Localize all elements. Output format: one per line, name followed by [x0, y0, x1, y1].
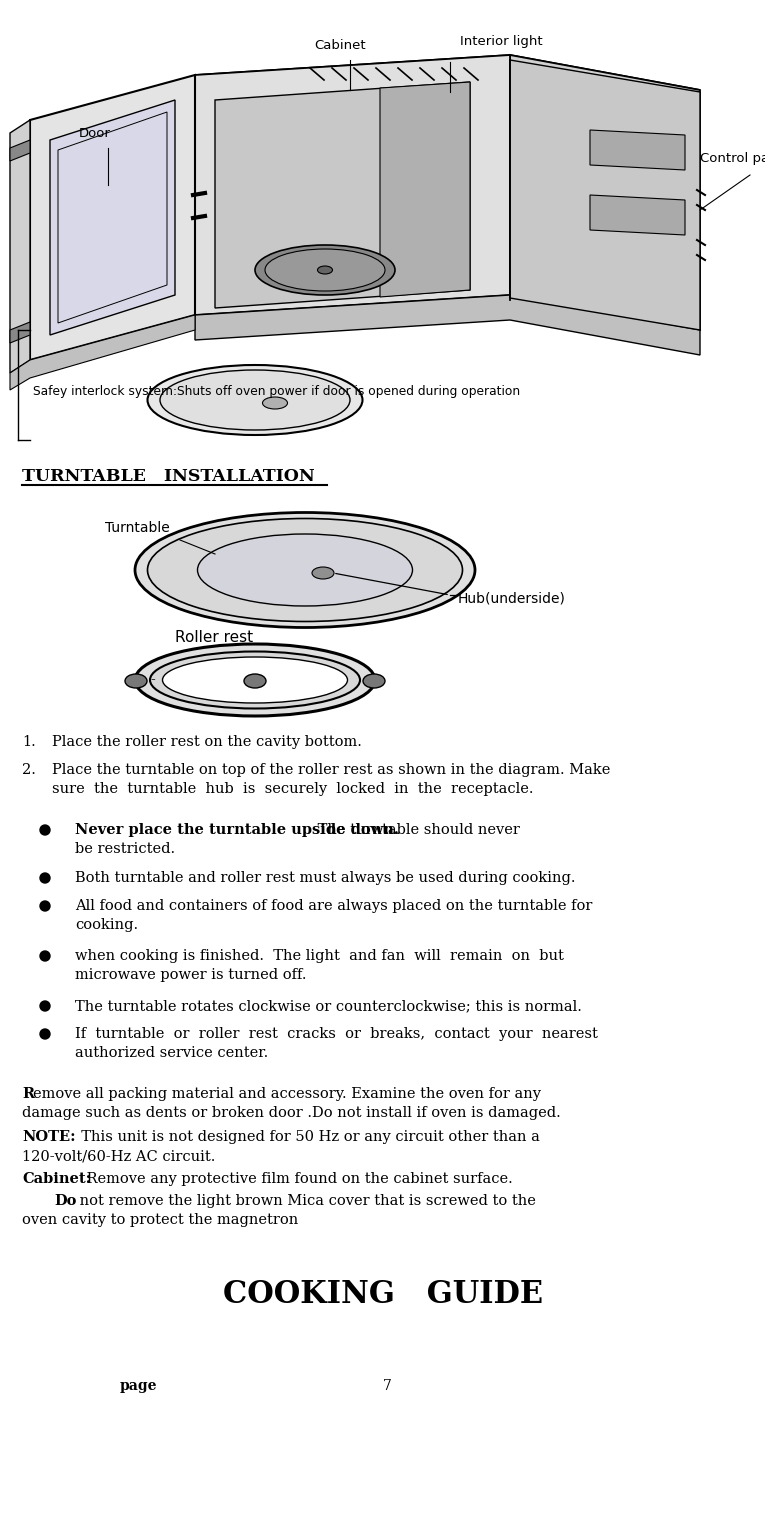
Text: Remove any protective film found on the cabinet surface.: Remove any protective film found on the … [82, 1173, 513, 1187]
Text: Interior light: Interior light [460, 35, 542, 48]
Polygon shape [215, 81, 470, 309]
Text: Safey interlock system:Shuts off oven power if door is opened during operation: Safey interlock system:Shuts off oven po… [33, 385, 520, 398]
Ellipse shape [244, 674, 266, 688]
Ellipse shape [255, 246, 395, 295]
Text: This unit is not designed for 50 Hz or any circuit other than a: This unit is not designed for 50 Hz or a… [72, 1130, 540, 1144]
Text: Hub(underside): Hub(underside) [458, 591, 566, 605]
Text: Door: Door [79, 127, 111, 140]
Text: damage such as dents or broken door .Do not install if oven is damaged.: damage such as dents or broken door .Do … [22, 1107, 561, 1121]
Ellipse shape [162, 657, 347, 703]
Polygon shape [10, 315, 195, 390]
Circle shape [40, 1001, 50, 1012]
Polygon shape [195, 295, 700, 355]
Polygon shape [195, 55, 510, 315]
Ellipse shape [135, 513, 475, 628]
Polygon shape [590, 130, 685, 170]
Polygon shape [380, 81, 470, 296]
Polygon shape [590, 195, 685, 235]
Circle shape [40, 901, 50, 910]
Text: Place the turntable on top of the roller rest as shown in the diagram. Make: Place the turntable on top of the roller… [52, 763, 610, 777]
Polygon shape [10, 120, 30, 373]
Text: Do: Do [54, 1194, 76, 1208]
Text: oven cavity to protect the magnetron: oven cavity to protect the magnetron [22, 1213, 298, 1226]
Text: Never place the turntable upside down.: Never place the turntable upside down. [75, 823, 399, 837]
Ellipse shape [262, 398, 288, 408]
Circle shape [40, 873, 50, 883]
Text: 7: 7 [383, 1378, 392, 1392]
Text: Turntable: Turntable [106, 520, 170, 536]
Text: Cabinet:: Cabinet: [22, 1173, 91, 1187]
Text: page: page [120, 1378, 158, 1392]
Circle shape [40, 1028, 50, 1039]
Ellipse shape [363, 674, 385, 688]
Text: Both turntable and roller rest must always be used during cooking.: Both turntable and roller rest must alwa… [75, 870, 575, 886]
Text: COOKING   GUIDE: COOKING GUIDE [223, 1279, 543, 1309]
Text: -: - [150, 672, 155, 688]
Text: Cabinet: Cabinet [314, 38, 366, 52]
Text: be restricted.: be restricted. [75, 843, 175, 857]
Polygon shape [10, 140, 30, 161]
Text: All food and containers of food are always placed on the turntable for: All food and containers of food are alwa… [75, 900, 592, 913]
Text: R: R [22, 1087, 34, 1101]
Polygon shape [510, 60, 700, 330]
Ellipse shape [265, 249, 385, 292]
Polygon shape [195, 55, 700, 115]
Text: The turntable should never: The turntable should never [313, 823, 520, 837]
Polygon shape [50, 100, 175, 335]
Text: Place the roller rest on the cavity bottom.: Place the roller rest on the cavity bott… [52, 735, 362, 749]
Text: when cooking is finished.  The light  and fan  will  remain  on  but: when cooking is finished. The light and … [75, 949, 564, 962]
Text: 120-volt/60-Hz AC circuit.: 120-volt/60-Hz AC circuit. [22, 1150, 216, 1164]
Text: emove all packing material and accessory. Examine the oven for any: emove all packing material and accessory… [33, 1087, 541, 1101]
Text: TURNTABLE   INSTALLATION: TURNTABLE INSTALLATION [22, 468, 314, 485]
Circle shape [40, 824, 50, 835]
Ellipse shape [150, 651, 360, 709]
Text: not remove the light brown Mica cover that is screwed to the: not remove the light brown Mica cover th… [75, 1194, 536, 1208]
Polygon shape [30, 75, 195, 361]
Ellipse shape [148, 365, 363, 434]
Text: authorized service center.: authorized service center. [75, 1045, 269, 1061]
Ellipse shape [312, 566, 334, 579]
Text: 1.: 1. [22, 735, 36, 749]
Text: Control panel: Control panel [700, 152, 765, 164]
Polygon shape [510, 55, 700, 330]
Text: NOTE:: NOTE: [22, 1130, 76, 1144]
Ellipse shape [148, 519, 463, 622]
Text: 2.: 2. [22, 763, 36, 777]
Text: The turntable rotates clockwise or counterclockwise; this is normal.: The turntable rotates clockwise or count… [75, 999, 582, 1013]
Text: cooking.: cooking. [75, 918, 138, 932]
Ellipse shape [125, 674, 147, 688]
Text: If  turntable  or  roller  rest  cracks  or  breaks,  contact  your  nearest: If turntable or roller rest cracks or br… [75, 1027, 598, 1041]
Text: microwave power is turned off.: microwave power is turned off. [75, 969, 307, 982]
Text: Roller rest: Roller rest [175, 629, 253, 645]
Text: sure  the  turntable  hub  is  securely  locked  in  the  receptacle.: sure the turntable hub is securely locke… [52, 781, 533, 797]
Ellipse shape [317, 266, 333, 275]
Polygon shape [10, 322, 30, 342]
Circle shape [40, 952, 50, 961]
Ellipse shape [135, 645, 375, 715]
Ellipse shape [197, 534, 412, 606]
Ellipse shape [160, 370, 350, 430]
